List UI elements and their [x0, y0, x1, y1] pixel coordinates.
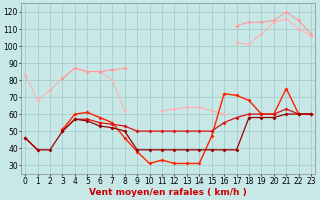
X-axis label: Vent moyen/en rafales ( km/h ): Vent moyen/en rafales ( km/h ): [89, 188, 247, 197]
